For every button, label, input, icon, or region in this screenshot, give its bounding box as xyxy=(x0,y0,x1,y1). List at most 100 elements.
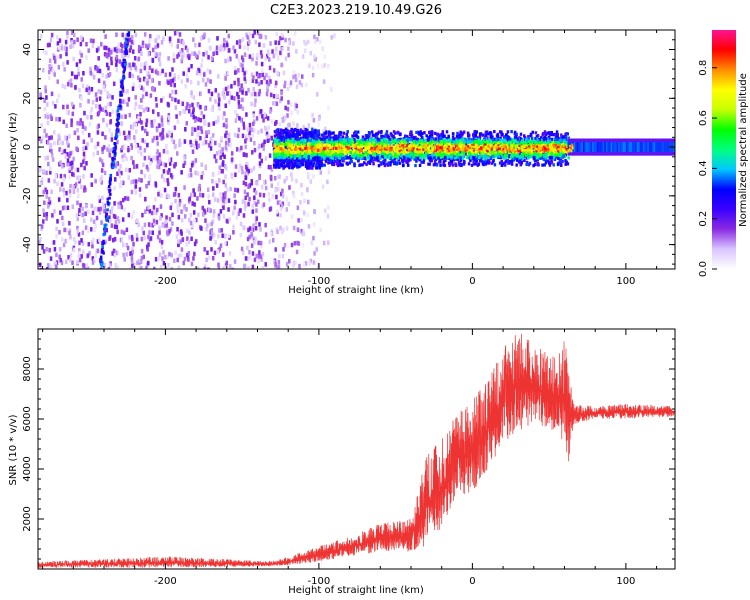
spectrogram-cell xyxy=(63,84,67,90)
spectrogram-cell xyxy=(59,54,62,59)
spectrogram-cell xyxy=(219,149,223,155)
spectrogram-cell xyxy=(326,213,330,219)
spectrogram-band-cell xyxy=(373,133,376,137)
spectrogram-cell xyxy=(50,135,53,140)
spectrogram-band-cell xyxy=(564,158,567,163)
spectrogram-cell xyxy=(254,39,258,45)
spectrogram-cell xyxy=(91,100,95,105)
spectrogram-cell xyxy=(193,241,197,247)
spectrogram-cell xyxy=(232,210,235,216)
spectrogram-band-cell xyxy=(290,162,294,166)
spectrogram-cell xyxy=(207,207,211,212)
spectrogram-cell xyxy=(263,139,266,145)
spectrogram-band-cell xyxy=(296,161,300,165)
spectrogram-cell xyxy=(217,93,220,98)
spectrogram-cell xyxy=(175,234,179,240)
spectrogram-cell xyxy=(52,240,56,245)
spectrogram-cell xyxy=(233,80,236,86)
spectrogram-cell xyxy=(267,75,271,81)
spectrogram-cell xyxy=(114,163,117,169)
spectrogram-cell xyxy=(142,254,145,260)
spectrogram-cell xyxy=(156,70,159,76)
spectrogram-cell xyxy=(242,152,246,157)
spectrogram-cell xyxy=(251,209,255,214)
spectrogram-cell xyxy=(195,53,198,59)
spectrogram-cell xyxy=(244,175,248,181)
spectrogram-cell xyxy=(126,245,130,251)
spectrogram-cell xyxy=(226,70,229,76)
spectrogram-cell xyxy=(167,120,170,125)
spectrogram-cell xyxy=(247,227,250,233)
spectrogram-cell xyxy=(197,68,201,73)
spectrogram-band-cell xyxy=(311,161,314,165)
spectrogram-cell xyxy=(178,202,181,207)
spectrogram-cell xyxy=(60,182,64,187)
spectrogram-cell xyxy=(138,104,141,110)
spectrogram-streak-cell xyxy=(101,250,105,254)
spectrogram-cell xyxy=(196,171,200,176)
spectrogram-cell xyxy=(225,218,229,224)
spectrogram-cell xyxy=(220,196,223,202)
spectrogram-cell xyxy=(60,260,64,265)
spectrogram-cell xyxy=(67,143,70,148)
spectrogram-cell xyxy=(88,250,91,256)
spectrogram-cell xyxy=(59,257,62,263)
spectrogram-cell xyxy=(267,81,271,87)
spectrogram-cell xyxy=(148,65,152,71)
spectrogram-band-cell xyxy=(281,133,284,137)
spectrogram-cell xyxy=(187,173,191,178)
spectrogram-band-cell xyxy=(302,134,305,138)
spectrogram-cell xyxy=(281,118,285,123)
spectrogram-cell xyxy=(46,112,49,117)
spectrogram-cell xyxy=(92,219,96,224)
spectrogram-cell xyxy=(255,253,258,259)
spectrogram-cell xyxy=(168,216,172,222)
spectrogram-cell xyxy=(56,41,60,46)
spectrogram-cell xyxy=(77,232,81,237)
spectrogram-cell xyxy=(233,205,236,211)
spectrogram-cell xyxy=(66,34,69,40)
spectrogram-band-cell xyxy=(425,134,428,138)
spectrogram-cell xyxy=(56,181,59,187)
spectrogram-band-cell xyxy=(368,161,372,166)
spectrogram-cell xyxy=(79,203,82,208)
spectrogram-band-cell xyxy=(489,131,492,135)
spectrogram-band-cell xyxy=(299,141,302,145)
spectrogram-cell xyxy=(303,262,306,267)
spectrogram-cell xyxy=(129,37,133,43)
spectrogram-cell xyxy=(105,45,108,51)
spectrogram-band-cell xyxy=(485,132,489,136)
spectrogram-band-cell xyxy=(493,130,496,134)
spectrogram-cell xyxy=(262,179,266,185)
spectrogram-cell xyxy=(122,130,126,136)
spectrogram-cell xyxy=(136,75,140,80)
spectrogram-cell xyxy=(217,102,221,107)
spectrogram-cell xyxy=(130,179,133,185)
spectrogram-cell xyxy=(61,83,64,89)
spectrogram-cell xyxy=(94,92,98,97)
spectrogram-band-cell xyxy=(450,159,453,163)
spectrogram-cell xyxy=(41,245,44,250)
spectrogram-band-cell xyxy=(387,135,390,140)
spectrogram-cell xyxy=(101,146,104,152)
spectrogram-cell xyxy=(206,187,210,193)
spectrogram-band-cell xyxy=(320,157,324,161)
spectrogram-cell xyxy=(201,58,204,63)
spectrogram-cell xyxy=(172,139,176,145)
spectrogram-cell xyxy=(222,205,225,211)
spectrogram-cell xyxy=(73,74,77,80)
spectrogram-cell xyxy=(279,206,283,212)
spectrogram-cell xyxy=(253,30,256,35)
spectrogram-cell xyxy=(216,36,219,41)
spectrogram-cell xyxy=(238,44,242,49)
spectrogram-cell xyxy=(225,166,228,171)
spectrogram-band-cell xyxy=(462,162,466,166)
spectrogram-cell xyxy=(240,145,243,151)
spectrogram-cell xyxy=(205,267,208,269)
spectrogram-cell xyxy=(228,56,232,62)
spectrogram-streak-cell xyxy=(104,227,107,231)
spectrogram-cell xyxy=(166,193,169,198)
spectrogram-cell xyxy=(38,136,42,142)
spectrogram-cell xyxy=(42,212,46,218)
spectrogram-cell xyxy=(202,141,205,146)
